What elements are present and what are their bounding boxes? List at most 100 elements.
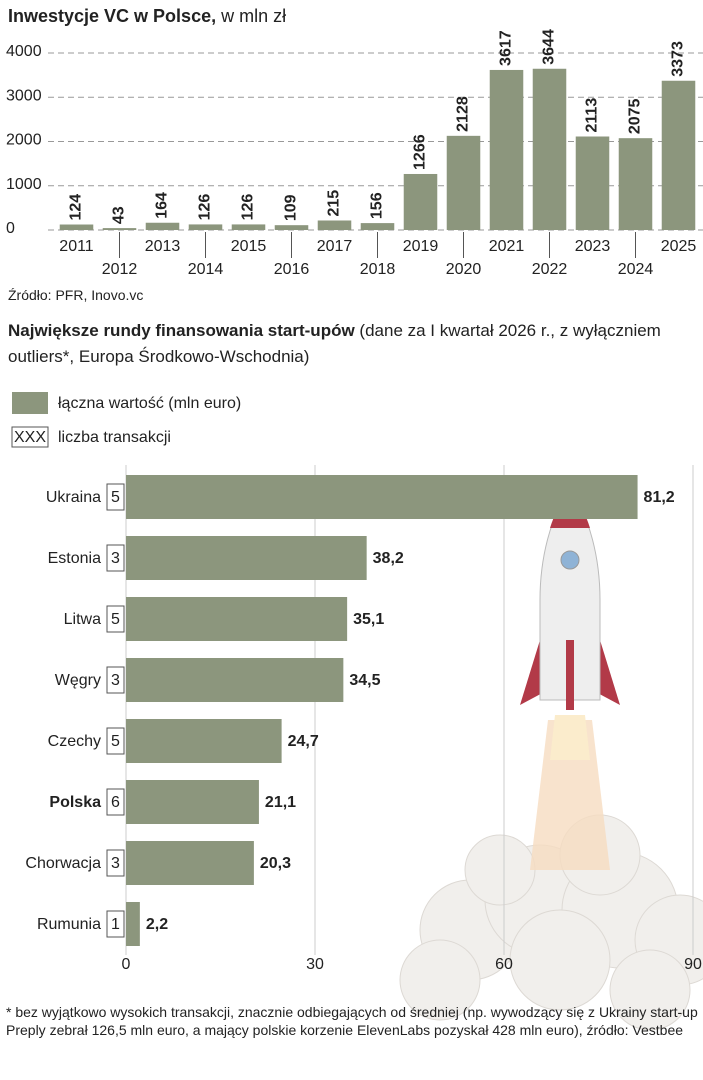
value-label: 1266 bbox=[412, 134, 429, 170]
value-label: 126 bbox=[240, 194, 257, 221]
y-tick-label: 3000 bbox=[6, 87, 42, 104]
count-box bbox=[106, 605, 125, 633]
value-label: 34,5 bbox=[349, 672, 380, 689]
bar bbox=[102, 228, 137, 230]
bar bbox=[145, 222, 180, 230]
y-tick-label: Ukraina bbox=[46, 489, 101, 506]
bar bbox=[446, 135, 481, 230]
count-box bbox=[106, 544, 125, 572]
x-tick-label: 60 bbox=[495, 956, 513, 973]
count-label: 5 bbox=[111, 611, 120, 628]
y-tick-label: 4000 bbox=[6, 43, 42, 60]
count-box bbox=[106, 910, 125, 938]
bar bbox=[188, 224, 223, 230]
x-tick-label: 0 bbox=[122, 956, 131, 973]
y-tick-label: Litwa bbox=[64, 611, 101, 628]
count-box bbox=[106, 483, 125, 511]
value-label: 43 bbox=[111, 206, 128, 224]
x-tick-label: 2016 bbox=[274, 261, 310, 278]
bar bbox=[126, 841, 254, 885]
x-tick-label: 90 bbox=[684, 956, 702, 973]
x-tick-label: 2015 bbox=[231, 238, 267, 255]
x-tick-label: 2024 bbox=[618, 261, 654, 278]
value-label: 2,2 bbox=[146, 916, 168, 933]
chart-1-source: Źródło: PFR, Inovo.vc bbox=[8, 287, 144, 303]
count-box bbox=[106, 788, 125, 816]
chart-2-heading: Największe rundy finansowania start-upów… bbox=[8, 318, 698, 370]
y-tick-label: Polska bbox=[49, 794, 101, 811]
y-tick-label: 2000 bbox=[6, 132, 42, 149]
chart-2-subtitle: (dane za I kwartał 2026 r., z wyłączniem… bbox=[8, 321, 661, 366]
legend-count-symbol: XXX bbox=[14, 429, 46, 446]
bar bbox=[403, 173, 438, 230]
chart-1-title: Inwestycje VC w Polsce, bbox=[8, 6, 217, 26]
count-label: 6 bbox=[111, 794, 120, 811]
bar bbox=[126, 597, 348, 641]
value-label: 164 bbox=[154, 192, 171, 219]
x-tick-label: 2017 bbox=[317, 238, 353, 255]
chart-2-note: * bez wyjątkowo wysokich transakcji, zna… bbox=[6, 1004, 698, 1038]
value-label: 3644 bbox=[541, 29, 558, 65]
x-tick-label: 2021 bbox=[489, 238, 525, 255]
legend-label: łączna wartość (mln euro) bbox=[58, 395, 241, 412]
count-label: 1 bbox=[111, 916, 120, 933]
count-label: 5 bbox=[111, 733, 120, 750]
y-tick-label: Węgry bbox=[55, 672, 101, 689]
y-tick-label: 0 bbox=[6, 220, 15, 237]
bar bbox=[231, 224, 266, 230]
value-label: 156 bbox=[369, 192, 386, 219]
value-label: 81,2 bbox=[644, 489, 675, 506]
x-tick-label: 2013 bbox=[145, 238, 181, 255]
count-box bbox=[106, 849, 125, 877]
legend-count-box bbox=[11, 426, 49, 448]
count-label: 3 bbox=[111, 672, 120, 689]
value-label: 21,1 bbox=[265, 794, 296, 811]
legend-swatch bbox=[12, 392, 48, 414]
x-tick-label: 2022 bbox=[532, 261, 568, 278]
count-label: 3 bbox=[111, 855, 120, 872]
bar bbox=[126, 902, 140, 946]
x-tick-label: 30 bbox=[306, 956, 324, 973]
bar bbox=[126, 780, 259, 824]
value-label: 109 bbox=[283, 194, 300, 221]
x-tick-label: 2012 bbox=[102, 261, 138, 278]
bar bbox=[618, 138, 653, 230]
value-label: 35,1 bbox=[353, 611, 384, 628]
y-tick-label: Rumunia bbox=[37, 916, 101, 933]
value-label: 20,3 bbox=[260, 855, 291, 872]
chart-2-title: Największe rundy finansowania start-upów bbox=[8, 321, 355, 340]
value-label: 126 bbox=[197, 194, 214, 221]
x-tick-label: 2014 bbox=[188, 261, 224, 278]
bar bbox=[661, 80, 696, 230]
x-tick-label: 2025 bbox=[661, 238, 697, 255]
bar bbox=[126, 719, 282, 763]
bar bbox=[317, 220, 352, 230]
value-label: 2128 bbox=[455, 96, 472, 132]
bar bbox=[126, 658, 344, 702]
count-label: 3 bbox=[111, 550, 120, 567]
bar bbox=[274, 225, 309, 230]
chart-1-subtitle: w mln zł bbox=[221, 6, 287, 26]
y-tick-label: Czechy bbox=[48, 733, 101, 750]
y-tick-label: Estonia bbox=[48, 550, 101, 567]
x-tick-label: 2020 bbox=[446, 261, 482, 278]
chart-1-heading: Inwestycje VC w Polsce, w mln zł bbox=[8, 6, 286, 27]
value-label: 215 bbox=[326, 190, 343, 217]
value-label: 3617 bbox=[498, 30, 515, 66]
bar bbox=[532, 68, 567, 231]
value-label: 24,7 bbox=[288, 733, 319, 750]
value-label: 2075 bbox=[627, 98, 644, 134]
value-label: 2113 bbox=[584, 98, 601, 133]
value-label: 3373 bbox=[670, 41, 687, 77]
count-box bbox=[106, 666, 125, 694]
x-tick-label: 2011 bbox=[59, 238, 94, 255]
bar bbox=[126, 536, 367, 580]
value-label: 38,2 bbox=[373, 550, 404, 567]
bar bbox=[360, 223, 395, 230]
value-label: 124 bbox=[68, 194, 85, 221]
y-tick-label: Chorwacja bbox=[25, 855, 101, 872]
count-label: 5 bbox=[111, 489, 120, 506]
y-tick-label: 1000 bbox=[6, 176, 42, 193]
